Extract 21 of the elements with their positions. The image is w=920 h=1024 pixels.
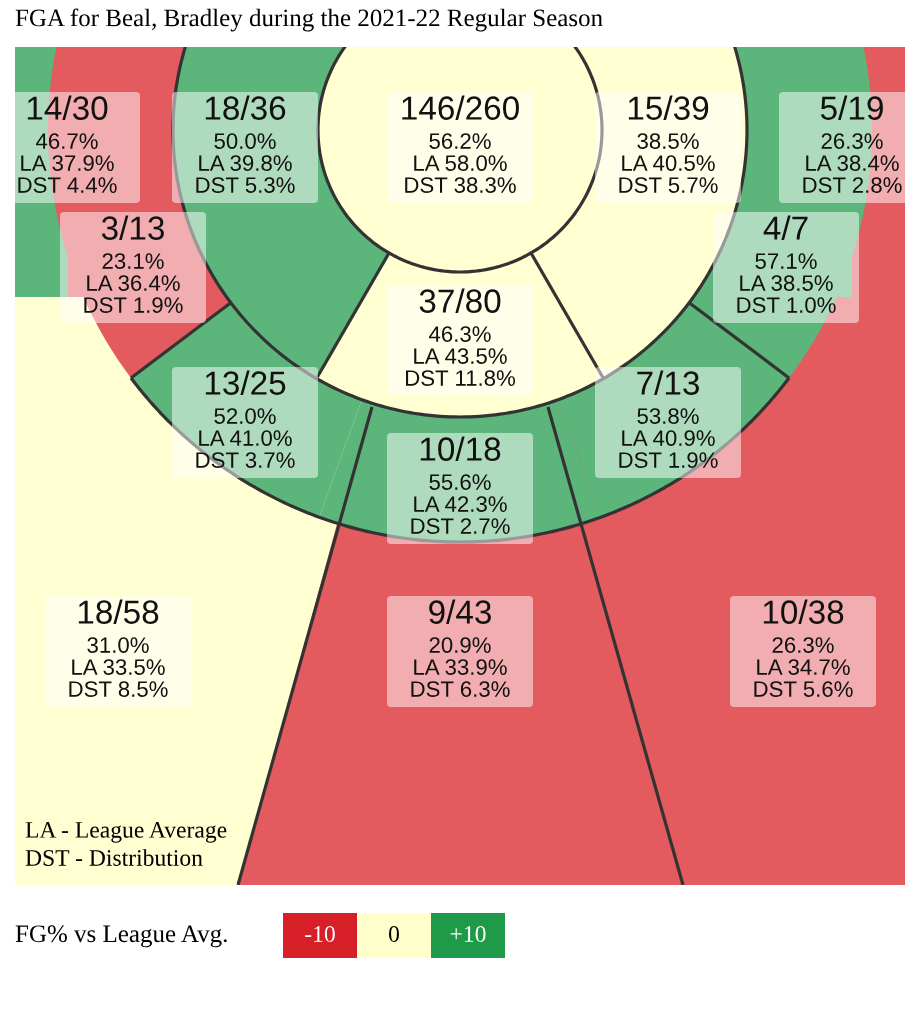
data-label: 10/18 55.6% LA 42.3% DST 2.7% [411, 436, 510, 534]
data-label: 146/260 56.2% LA 58.0% DST 38.3% [402, 95, 519, 193]
text: FGA for Beal, Bradley during the 2021-22 Regular Season [15, 8, 603, 32]
text: -10 [305, 925, 335, 942]
data-label: 15/39 38.5% LA 40.5% DST 5.7% [619, 95, 718, 193]
text: LA - League Average [25, 822, 227, 843]
data-label: 18/58 31.0% LA 33.5% DST 8.5% [69, 599, 168, 697]
color-bar-title: FG% vs League Avg. [15, 925, 227, 948]
data-label: 37/80 46.3% LA 43.5% DST 11.8% [406, 288, 516, 386]
text: +10 [450, 925, 486, 942]
text: DST - Distribution [25, 849, 203, 866]
data-label: 9/43 20.9% LA 33.9% DST 6.3% [411, 599, 510, 697]
data-label: 14/30 46.7% LA 37.9% DST 4.4% [18, 95, 117, 193]
data-label: 5/19 26.3% LA 38.4% DST 2.8% [803, 95, 902, 193]
data-label: 10/38 26.3% LA 34.7% DST 5.6% [754, 599, 853, 697]
text: 0 [389, 925, 399, 942]
data-label: 4/7 57.1% LA 38.5% DST 1.0% [737, 215, 836, 313]
data-label: 7/13 53.8% LA 40.9% DST 1.9% [619, 370, 718, 468]
data-label: 13/25 52.0% LA 41.0% DST 3.7% [196, 370, 295, 468]
data-label: 3/13 23.1% LA 36.4% DST 1.9% [84, 215, 183, 313]
data-label: 18/36 50.0% LA 39.8% DST 5.3% [196, 95, 295, 193]
